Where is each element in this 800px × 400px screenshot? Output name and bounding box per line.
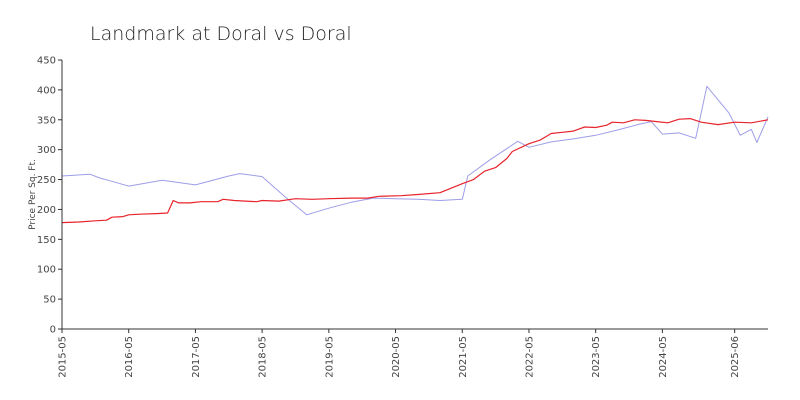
chart-title: Landmark at Doral vs Doral: [90, 23, 352, 45]
x-tick-label: 2019-05: [324, 336, 335, 378]
y-tick-label: 150: [37, 235, 56, 246]
x-tick-label: 2025-06: [730, 336, 741, 378]
x-tick-label: 2018-05: [258, 336, 269, 378]
x-axis-ticks: 2015-05 2016-05 2017-05 2018-05 2019-05 2020-…: [58, 329, 741, 378]
series-line-blue: [61, 85, 769, 216]
x-tick-label: 2020-05: [391, 336, 402, 378]
y-tick-label: 200: [37, 205, 56, 216]
y-tick-label: 0: [50, 325, 56, 336]
y-tick-label: 400: [37, 85, 56, 96]
x-tick-label: 2016-05: [124, 336, 135, 378]
x-tick-label: 2023-05: [591, 336, 602, 378]
y-axis-label: Price Per Sq. Ft.: [28, 159, 38, 230]
x-tick-label: 2022-05: [524, 336, 535, 378]
y-tick-label: 300: [37, 145, 56, 156]
y-tick-label: 50: [43, 295, 56, 306]
x-tick-label: 2024-05: [658, 336, 669, 378]
x-tick-label: 2021-05: [458, 336, 469, 378]
y-tick-label: 250: [37, 175, 56, 186]
y-axis-ticks: 0 50 100 150 200 250 300 350 400 450: [37, 56, 62, 336]
x-tick-label: 2015-05: [58, 336, 69, 378]
y-tick-label: 350: [37, 115, 56, 126]
series-layer: [61, 85, 769, 224]
y-tick-label: 450: [37, 56, 56, 67]
x-tick-label: 2017-05: [191, 336, 202, 378]
series-line-red: [61, 117, 769, 224]
y-tick-label: 100: [37, 265, 56, 276]
